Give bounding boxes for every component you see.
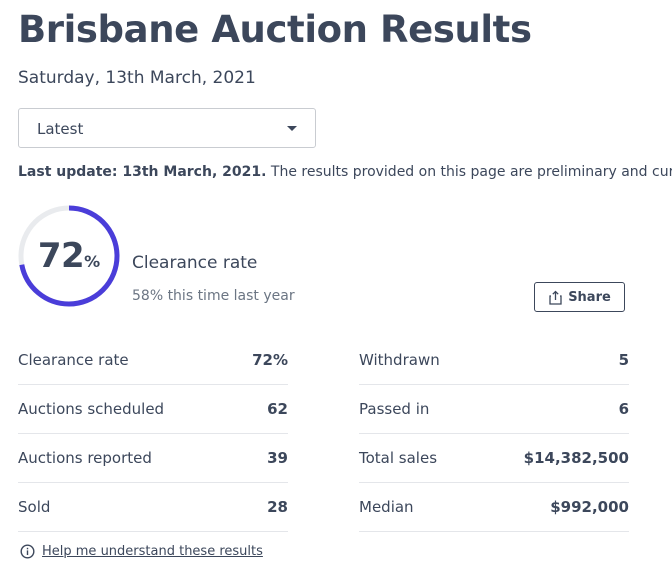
stat-label: Sold [18,498,51,516]
stat-value: 62 [267,400,288,418]
stat-row-passed-in: Passed in 6 [359,385,629,434]
stat-label: Auctions reported [18,449,152,467]
clearance-rate-last-year: 58% this time last year [132,288,295,304]
stat-row-auctions-scheduled: Auctions scheduled 62 [18,385,288,434]
info-icon [20,544,35,559]
share-button[interactable]: Share [534,282,625,312]
gauge-number: 72% [16,203,122,309]
results-date: Saturday, 13th March, 2021 [18,68,256,88]
stat-row-sold: Sold 28 [18,483,288,532]
stat-row-withdrawn: Withdrawn 5 [359,336,629,385]
stat-row-total-sales: Total sales $14,382,500 [359,434,629,483]
stat-label: Withdrawn [359,351,440,369]
gauge-value: 72 [37,236,85,276]
clearance-rate-label: Clearance rate [132,253,258,273]
stat-value: 39 [267,449,288,467]
stat-label: Clearance rate [18,351,129,369]
stat-value: 72% [252,351,288,369]
stats-table-left: Clearance rate 72% Auctions scheduled 62… [18,336,288,532]
gauge-unit: % [84,251,101,271]
stat-label: Median [359,498,414,516]
stat-row-auctions-reported: Auctions reported 39 [18,434,288,483]
last-update-notice: Last update: 13th March, 2021. The resul… [18,164,672,180]
gauge-ring [18,205,120,307]
stat-value: $992,000 [550,498,629,516]
stat-value: $14,382,500 [523,449,629,467]
stat-value: 6 [618,400,629,418]
gauge-arc [18,205,120,307]
clearance-rate-gauge: 72% [16,203,122,309]
stat-row-median: Median $992,000 [359,483,629,532]
help-link[interactable]: Help me understand these results [42,544,263,559]
share-icon [549,290,562,305]
stat-value: 5 [618,351,629,369]
last-update-text: The results provided on this page are pr… [270,164,672,180]
stat-value: 28 [267,498,288,516]
stat-label: Total sales [359,449,438,467]
share-label: Share [568,289,611,305]
last-update-label: Last update: 13th March, 2021. [18,164,267,180]
page-title: Brisbane Auction Results [18,8,532,51]
help-section: Help me understand these results [20,544,263,559]
stats-table-right: Withdrawn 5 Passed in 6 Total sales $14,… [359,336,629,532]
stat-label: Auctions scheduled [18,400,165,418]
select-value: Latest [37,120,84,138]
results-period-select[interactable]: Latest [18,108,316,148]
chevron-down-icon [287,126,297,131]
stat-label: Passed in [359,400,430,418]
stat-row-clearance-rate: Clearance rate 72% [18,336,288,385]
